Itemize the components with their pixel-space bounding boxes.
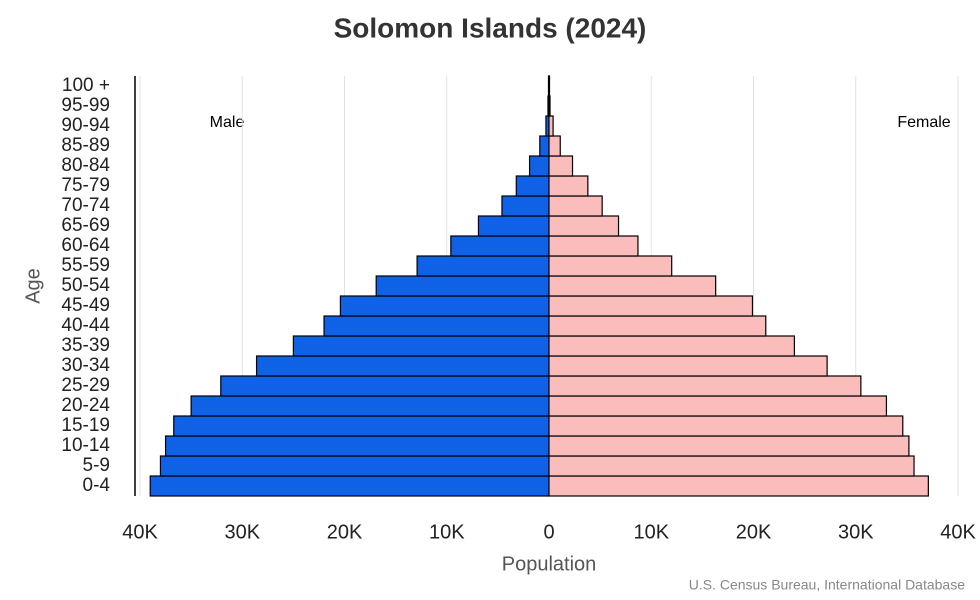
- y-tick-label: 20-24: [61, 395, 110, 416]
- chart-title: Solomon Islands (2024): [334, 12, 647, 43]
- bar: [190, 395, 550, 417]
- bar: [548, 435, 910, 457]
- y-tick-label: 15-19: [61, 415, 110, 436]
- legend-label: Male: [210, 114, 245, 131]
- y-tick-label: 30-34: [61, 355, 110, 376]
- y-tick-label: 75-79: [61, 175, 110, 196]
- y-tick-label: 65-69: [61, 215, 110, 236]
- bar: [548, 275, 717, 297]
- bar: [539, 135, 550, 157]
- bar: [548, 115, 554, 137]
- y-tick-label: 80-84: [61, 155, 110, 176]
- bar: [548, 195, 603, 217]
- y-tick-label: 50-54: [61, 275, 110, 296]
- y-tick-label: 95-99: [61, 95, 110, 116]
- y-tick-label: 45-49: [61, 295, 110, 316]
- bar: [323, 315, 550, 337]
- bar: [375, 275, 550, 297]
- y-tick-label: 55-59: [61, 255, 110, 276]
- bar: [548, 175, 589, 197]
- bar: [548, 335, 795, 357]
- bar: [292, 335, 550, 357]
- x-tick-label: 30K: [224, 521, 260, 543]
- bar: [548, 75, 551, 97]
- bar: [159, 455, 550, 477]
- bar: [450, 235, 550, 257]
- x-tick-label: 40K: [122, 521, 158, 543]
- y-tick-label: 25-29: [61, 375, 110, 396]
- x-tick-label: 0: [543, 521, 554, 543]
- bar: [548, 455, 915, 477]
- x-tick-label: 20K: [327, 521, 363, 543]
- bar: [501, 195, 550, 217]
- bar: [548, 135, 561, 157]
- x-tick-label: 10K: [633, 521, 669, 543]
- bar: [339, 295, 550, 317]
- x-axis-label: Population: [502, 553, 597, 575]
- bar: [548, 475, 929, 497]
- bar: [515, 175, 550, 197]
- y-tick-label: 40-44: [61, 315, 110, 336]
- y-tick-label: 10-14: [61, 435, 110, 456]
- bar: [548, 355, 828, 377]
- y-tick-label: 90-94: [61, 115, 110, 136]
- y-tick-label: 0-4: [83, 475, 111, 496]
- y-tick-label: 60-64: [61, 235, 110, 256]
- x-tick-label: 30K: [838, 521, 874, 543]
- bar: [548, 375, 862, 397]
- bar: [548, 95, 551, 117]
- y-tick-label: 85-89: [61, 135, 110, 156]
- legend-label: Female: [897, 114, 950, 131]
- bar: [548, 215, 620, 237]
- x-tick-label: 20K: [736, 521, 772, 543]
- y-tick-label: 5-9: [83, 455, 110, 476]
- bar: [477, 215, 550, 237]
- y-tick-label: 70-74: [61, 195, 110, 216]
- bar: [173, 415, 550, 437]
- bar: [548, 255, 673, 277]
- bar: [220, 375, 550, 397]
- bar: [548, 415, 904, 437]
- y-axis-label: Age: [22, 268, 44, 304]
- y-tick-label: 35-39: [61, 335, 110, 356]
- bar: [149, 475, 550, 497]
- bar: [528, 155, 550, 177]
- bar: [548, 295, 754, 317]
- x-tick-label: 40K: [940, 521, 976, 543]
- bar: [416, 255, 550, 277]
- bar: [255, 355, 550, 377]
- bar: [548, 315, 767, 337]
- bar: [548, 395, 888, 417]
- x-tick-label: 10K: [429, 521, 465, 543]
- source-note: U.S. Census Bureau, International Databa…: [689, 577, 965, 593]
- bar: [548, 155, 574, 177]
- bar: [164, 435, 550, 457]
- bar: [548, 235, 639, 257]
- y-tick-label: 100 +: [62, 75, 110, 96]
